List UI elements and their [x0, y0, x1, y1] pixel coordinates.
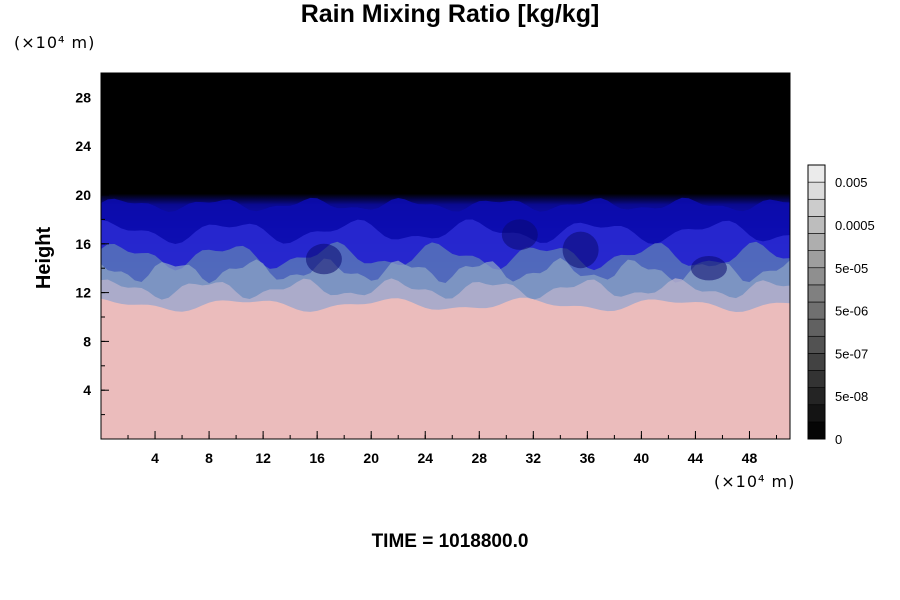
plume-1 [501, 219, 538, 250]
y-tick-label: 16 [75, 236, 91, 252]
colorbar-segment [807, 370, 826, 388]
plume-3 [562, 231, 599, 269]
x-axis-unit: (×10⁴ m) [714, 472, 796, 491]
y-tick-label: 12 [75, 285, 91, 301]
time-label: TIME = 1018800.0 [371, 531, 529, 552]
lower-region-boundary [101, 297, 790, 439]
colorbar-label: 5e-05 [835, 261, 868, 276]
x-tick-label: 28 [471, 450, 487, 466]
colorbar-segment [807, 164, 826, 183]
colorbar-segment [807, 301, 826, 320]
colorbar-label: 0.005 [835, 175, 868, 190]
colorbar-segment [807, 181, 826, 200]
field-turbulence [101, 197, 790, 439]
colorbar-segment [807, 216, 826, 234]
y-tick-label: 4 [83, 382, 91, 398]
chart-title: Rain Mixing Ratio [kg/kg] [300, 0, 600, 28]
colorbar-segment [807, 198, 826, 217]
x-tick-label: 48 [742, 450, 758, 466]
colorbar-label: 0.0005 [835, 218, 875, 233]
colorbar-label: 5e-07 [835, 346, 868, 361]
x-tick-label: 20 [363, 450, 379, 466]
y-tick-label: 8 [83, 333, 91, 349]
colorbar-label: 0 [835, 432, 842, 447]
colorbar-segment [807, 284, 826, 303]
colorbar-segment [807, 233, 826, 251]
colorbar-label: 5e-08 [835, 389, 868, 404]
colorbar-segment [807, 353, 826, 371]
colorbar-segment [807, 318, 826, 337]
plume-4 [690, 256, 727, 281]
x-tick-label: 40 [634, 450, 650, 466]
colorbar-label: 5e-06 [835, 304, 868, 319]
x-tick-label: 36 [580, 450, 596, 466]
x-tick-label: 16 [309, 450, 325, 466]
plume-2 [305, 243, 342, 275]
colorbar-segment [807, 250, 826, 269]
plot-frame [100, 72, 791, 440]
y-tick-label: 20 [75, 187, 91, 203]
y-axis-label: Height [33, 227, 55, 290]
colorbar-segment [807, 404, 826, 423]
y-axis-unit: (×10⁴ m) [14, 33, 96, 52]
colorbar: 0 5e-08 5e-07 5e-06 5e-05 0.0005 0.005 [807, 164, 875, 447]
colorbar-segment [807, 387, 826, 406]
x-tick-label: 44 [688, 450, 704, 466]
y-tick-label: 28 [75, 89, 91, 105]
x-tick-label: 8 [205, 450, 213, 466]
plot-area [101, 73, 790, 439]
colorbar-segment [807, 335, 826, 354]
x-tick-label: 12 [255, 450, 271, 466]
x-tick-label: 32 [526, 450, 542, 466]
colorbar-segment [807, 421, 826, 440]
colorbar-frame [807, 164, 826, 440]
x-tick-label: 4 [151, 450, 159, 466]
colorbar-segment [807, 267, 826, 286]
y-tick-label: 24 [75, 138, 91, 154]
x-tick-label: 24 [417, 450, 433, 466]
